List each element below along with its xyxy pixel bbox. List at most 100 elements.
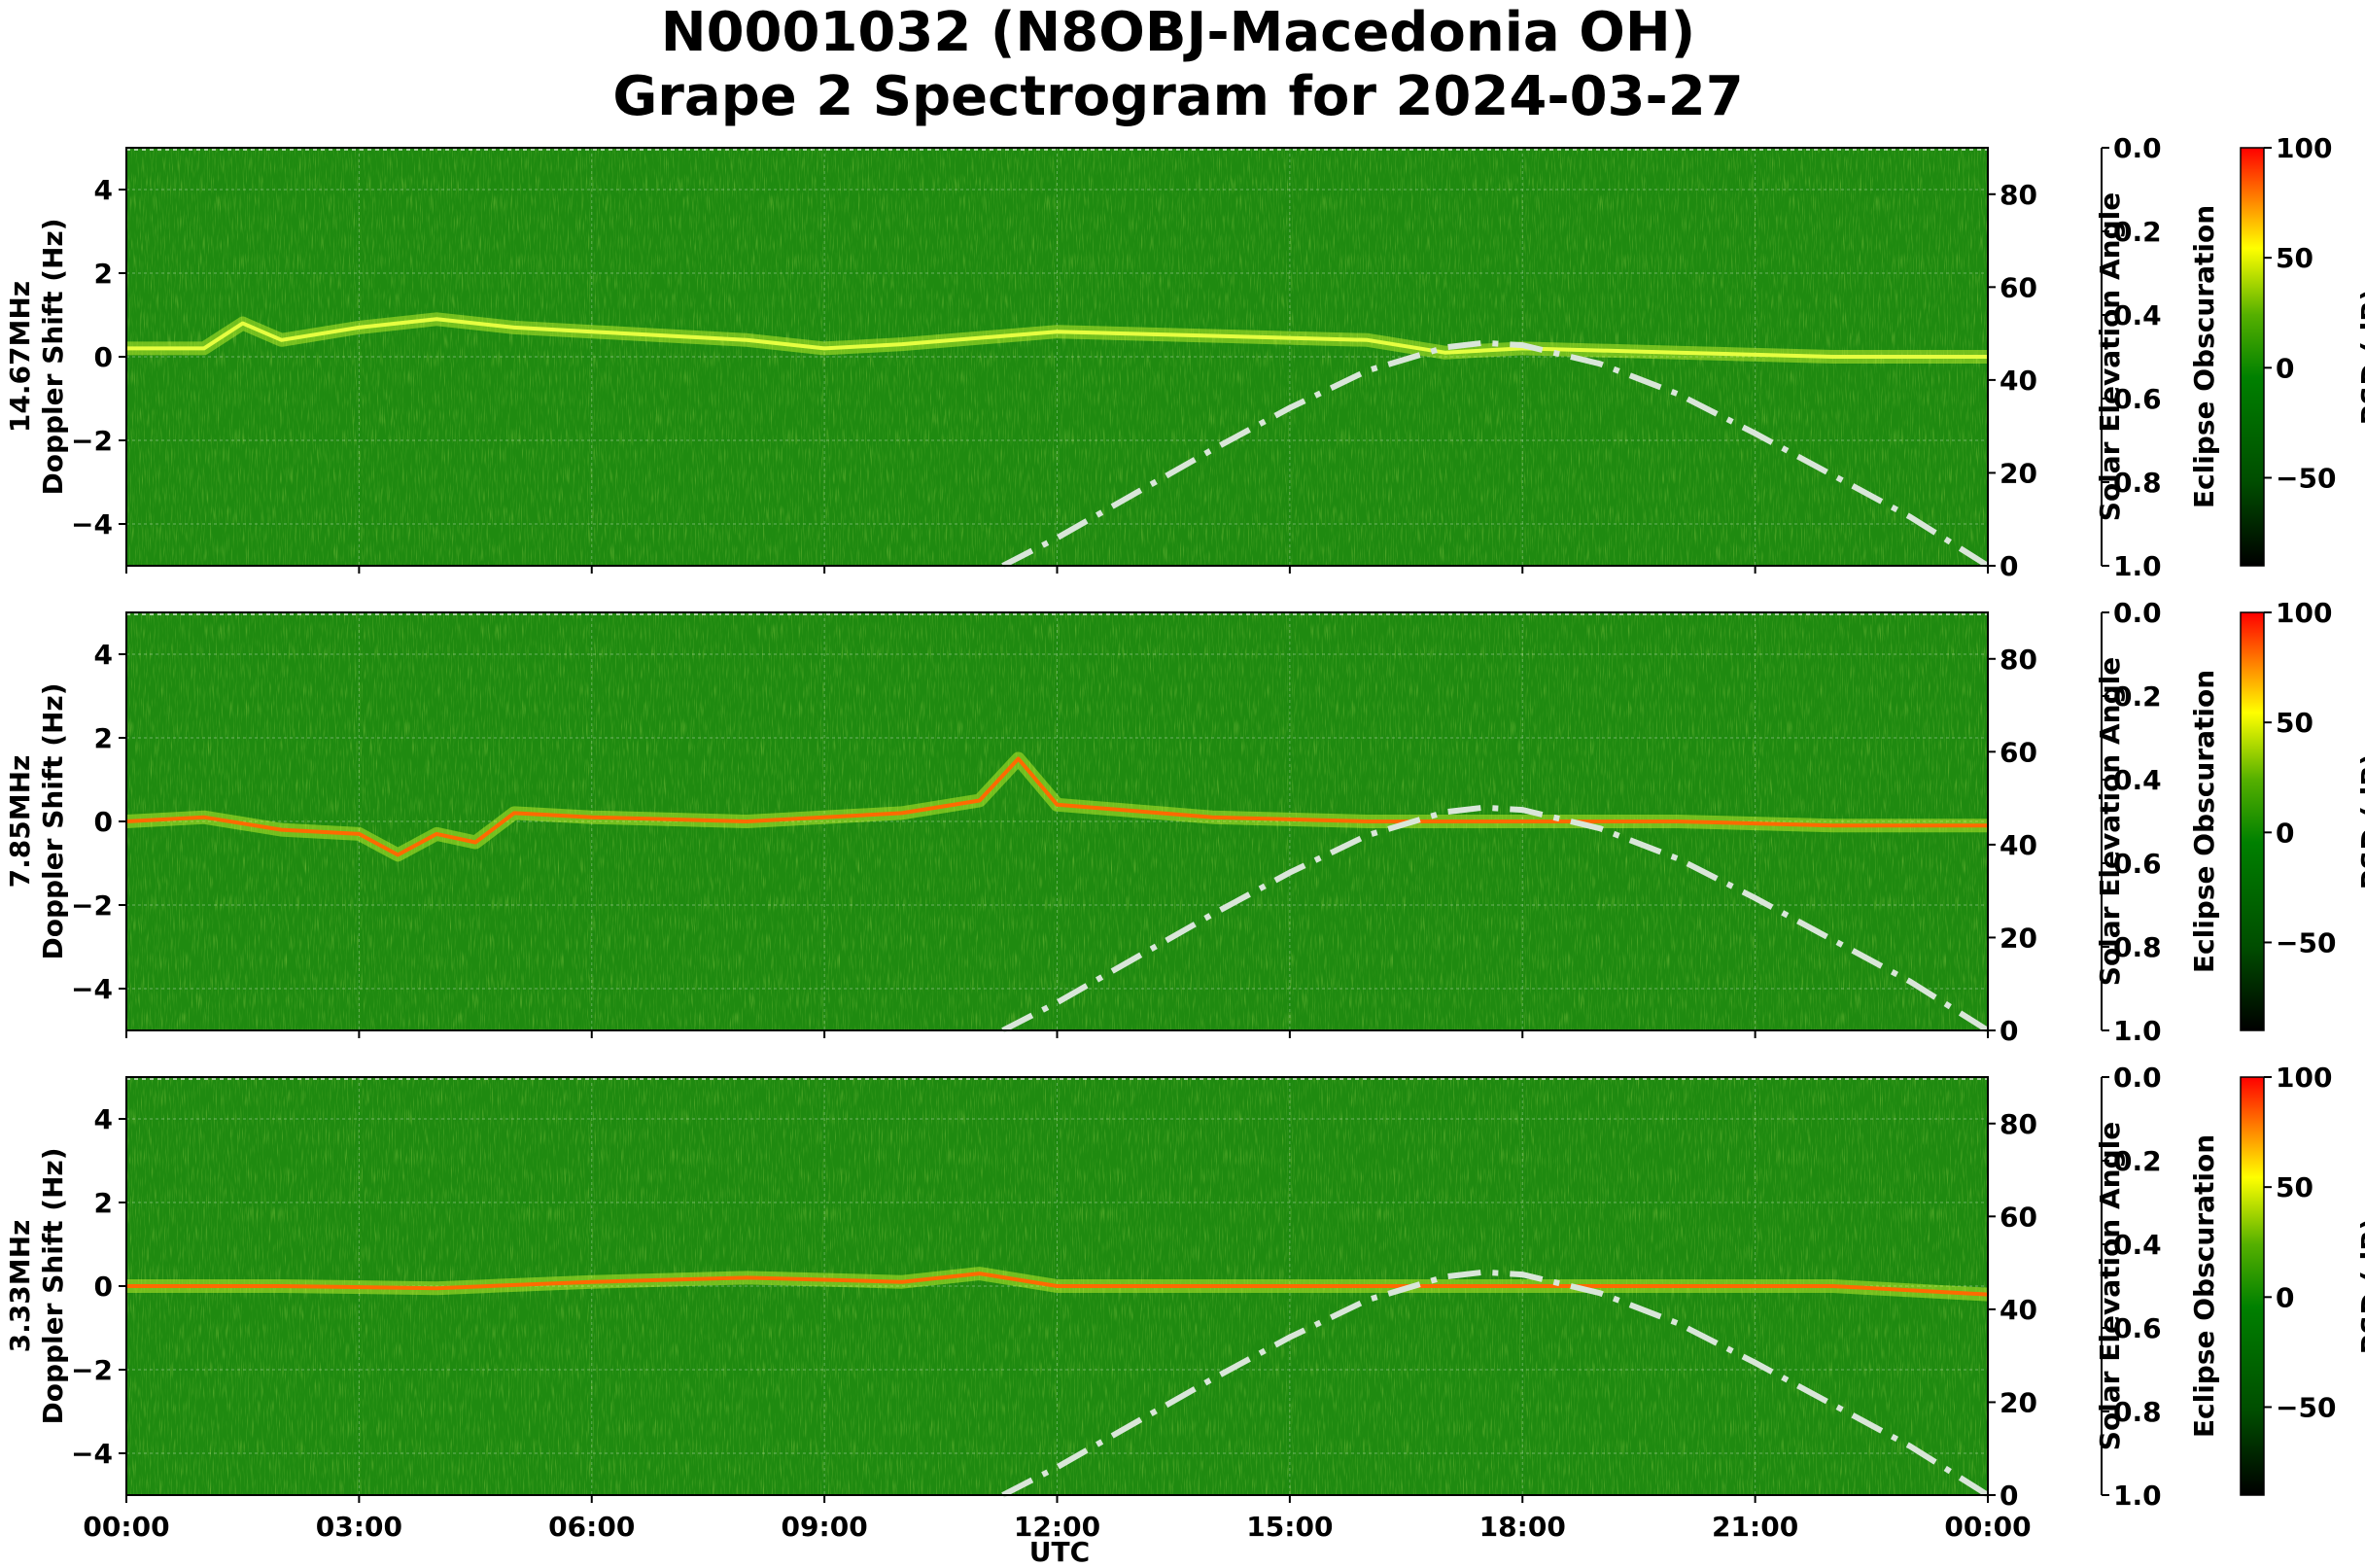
x-tick-label: 09:00 [782, 1511, 868, 1543]
y-tick-label: 2 [94, 722, 113, 754]
y-axis-label: 14.67MHzDoppler Shift (Hz) [4, 218, 69, 495]
x-tick-label: 15:00 [1246, 1511, 1333, 1543]
solar-tick-label: 60 [2000, 1201, 2037, 1233]
colorbar-label: PSD (dB) [2355, 753, 2365, 890]
eclipse-tick-label: 0.2 [2113, 680, 2162, 713]
eclipse-tick-label: 0.4 [2113, 764, 2162, 796]
eclipse-tick-label: 0.8 [2113, 1396, 2162, 1428]
y-tick-label: 4 [94, 174, 113, 206]
signal-trace [125, 756, 1988, 857]
panel-3.33MHz: 420−2−43.33MHzDoppler Shift (Hz)02040608… [4, 1062, 2365, 1512]
eclipse-tick-label: 0.8 [2113, 467, 2162, 499]
eclipse-axis-label: Eclipse Obscuration [2188, 670, 2220, 973]
chart-title-line2: Grape 2 Spectrogram for 2024-03-27 [612, 65, 1743, 128]
y-axis-label-line: 7.85MHz [4, 755, 36, 889]
colorbar-tick-label: 100 [2276, 132, 2332, 164]
eclipse-tick-label: 0.4 [2113, 299, 2162, 331]
eclipse-tick-label: 0.6 [2113, 848, 2162, 880]
solar-tick-label: 60 [2000, 271, 2037, 303]
solar-tick-label: 80 [2000, 179, 2037, 211]
colorbar-tick-label: −50 [2276, 462, 2336, 494]
eclipse-tick-label: 0.4 [2113, 1229, 2162, 1261]
y-tick-label: −4 [71, 973, 113, 1005]
y-axis-label-line: Doppler Shift (Hz) [37, 1147, 69, 1424]
chart-title-line1: N0001032 (N8OBJ-Macedonia OH) [661, 1, 1696, 64]
y-axis-label-line: 14.67MHz [4, 281, 36, 433]
y-axis-label: 3.33MHzDoppler Shift (Hz) [4, 1147, 69, 1424]
y-tick-label: 2 [94, 258, 113, 290]
signal-trace [126, 1272, 1989, 1297]
colorbar [2240, 611, 2265, 1031]
solar-tick-label: 0 [2000, 1480, 2018, 1512]
colorbar [2240, 147, 2265, 567]
eclipse-tick-label: 1.0 [2113, 1015, 2162, 1047]
solar-axis-label: Solar Elevation Angle [2094, 657, 2126, 986]
colorbar-tick-label: 50 [2276, 707, 2313, 739]
x-axis-label: UTC [1029, 1536, 1090, 1568]
spectrogram-noise [126, 148, 1988, 566]
eclipse-tick-label: 0.8 [2113, 931, 2162, 963]
colorbar-tick-label: 0 [2276, 817, 2294, 849]
x-tick-label: 00:00 [1944, 1511, 2031, 1543]
x-tick-label: 03:00 [316, 1511, 402, 1543]
y-tick-label: 2 [94, 1187, 113, 1219]
eclipse-axis-label: Eclipse Obscuration [2188, 205, 2220, 508]
eclipse-tick-label: 0.0 [2113, 597, 2162, 629]
y-axis-label-line: Doppler Shift (Hz) [37, 218, 69, 495]
solar-tick-label: 0 [2000, 1015, 2018, 1047]
eclipse-tick-label: 0.6 [2113, 1312, 2162, 1344]
solar-tick-label: 40 [2000, 365, 2037, 397]
y-tick-label: −2 [71, 1354, 113, 1386]
eclipse-tick-label: 0.0 [2113, 132, 2162, 164]
x-axis: 00:00 03:00 06:00 09:00 12:00 15:00 18:00 21:00… [83, 1511, 2031, 1543]
y-tick-label: −2 [71, 425, 113, 457]
y-tick-label: −4 [71, 1438, 113, 1470]
y-tick-label: 0 [94, 341, 113, 373]
solar-tick-label: 20 [2000, 1386, 2037, 1418]
x-tick-label: 21:00 [1712, 1511, 1798, 1543]
y-tick-label: 0 [94, 806, 113, 838]
eclipse-tick-label: 0.2 [2113, 1145, 2162, 1177]
solar-tick-label: 0 [2000, 550, 2018, 582]
solar-tick-label: 80 [2000, 1108, 2037, 1140]
y-tick-label: 4 [94, 639, 113, 671]
panel-14.67MHz: 420−2−414.67MHzDoppler Shift (Hz)0204060… [4, 132, 2365, 582]
colorbar-tick-label: 50 [2276, 1171, 2313, 1203]
solar-tick-label: 20 [2000, 457, 2037, 489]
colorbar-label: PSD (dB) [2355, 289, 2365, 426]
colorbar [2240, 1076, 2265, 1496]
eclipse-tick-label: 0.0 [2113, 1062, 2162, 1094]
panel-7.85MHz: 420−2−47.85MHzDoppler Shift (Hz)02040608… [4, 597, 2365, 1047]
y-tick-label: −4 [71, 508, 113, 540]
colorbar-label: PSD (dB) [2355, 1218, 2365, 1355]
colorbar-tick-label: 100 [2276, 597, 2332, 629]
solar-elevation-curve [1001, 804, 1990, 1033]
y-axis-label-line: Doppler Shift (Hz) [37, 682, 69, 959]
y-axis-label-line: 3.33MHz [4, 1220, 36, 1353]
x-tick-label: 00:00 [83, 1511, 169, 1543]
eclipse-tick-label: 0.6 [2113, 383, 2162, 415]
solar-axis-label: Solar Elevation Angle [2094, 1122, 2126, 1450]
solar-tick-label: 40 [2000, 1294, 2037, 1326]
eclipse-tick-label: 1.0 [2113, 1480, 2162, 1512]
signal-trace [126, 317, 1988, 359]
x-tick-label: 18:00 [1479, 1511, 1566, 1543]
solar-elevation-curve [1001, 339, 1990, 569]
y-axis-label: 7.85MHzDoppler Shift (Hz) [4, 682, 69, 959]
eclipse-tick-label: 0.2 [2113, 216, 2162, 248]
solar-tick-label: 80 [2000, 644, 2037, 676]
solar-tick-label: 40 [2000, 829, 2037, 861]
colorbar-tick-label: 0 [2276, 352, 2294, 384]
y-tick-label: 0 [94, 1271, 113, 1303]
colorbar-tick-label: −50 [2276, 1391, 2336, 1423]
eclipse-tick-label: 1.0 [2113, 550, 2162, 582]
x-tick-label: 06:00 [548, 1511, 635, 1543]
y-tick-label: −2 [71, 889, 113, 922]
eclipse-axis-label: Eclipse Obscuration [2188, 1134, 2220, 1438]
colorbar-tick-label: −50 [2276, 926, 2336, 958]
solar-elevation-curve [1001, 1269, 1990, 1498]
colorbar-tick-label: 100 [2276, 1062, 2332, 1094]
solar-tick-label: 20 [2000, 922, 2037, 954]
solar-tick-label: 60 [2000, 736, 2037, 768]
